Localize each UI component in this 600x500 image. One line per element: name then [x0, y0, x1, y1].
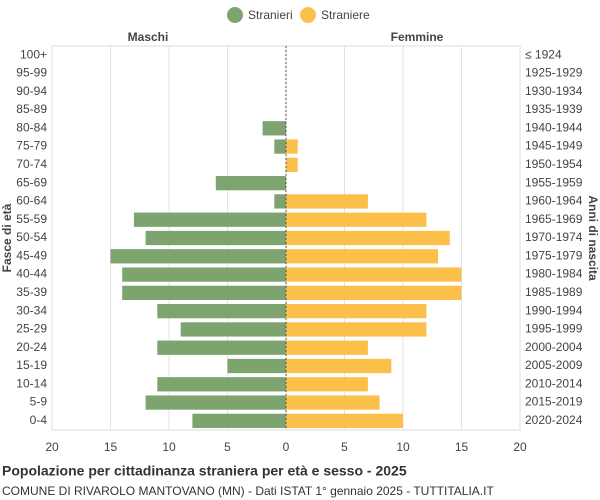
- y-tick-label: 70-74: [16, 157, 47, 171]
- x-tick-label: 20: [513, 440, 527, 454]
- y-tick-label: 85-89: [16, 102, 47, 116]
- y2-tick-label: 1975-1979: [525, 248, 583, 262]
- bar: [122, 285, 286, 300]
- y-tick-label: 50-54: [16, 230, 47, 244]
- y-tick-label: 30-34: [16, 303, 47, 317]
- y-axis-label: Fasce di età: [0, 203, 14, 272]
- y2-tick-label: 1925-1929: [525, 66, 583, 80]
- y-tick-label: 90-94: [16, 84, 47, 98]
- bar: [286, 413, 403, 428]
- y-tick-label: 35-39: [16, 285, 47, 299]
- y2-tick-label: 1955-1959: [525, 175, 583, 189]
- y-tick-label: 10-14: [16, 376, 47, 390]
- bar: [274, 194, 286, 209]
- bar: [286, 157, 298, 172]
- y-tick-label: 45-49: [16, 248, 47, 262]
- bar: [286, 358, 392, 374]
- y-tick-label: 100+: [20, 47, 47, 61]
- y-tick-label: 25-29: [16, 322, 47, 336]
- x-tick-label: 15: [104, 440, 118, 454]
- y2-tick-label: ≤ 1924: [525, 47, 562, 61]
- y2-tick-label: 1985-1989: [525, 285, 583, 299]
- y-tick-label: 95-99: [16, 66, 47, 80]
- y-tick-label: 20-24: [16, 340, 47, 354]
- bar: [262, 121, 286, 136]
- y2-tick-label: 2000-2004: [525, 340, 583, 354]
- x-tick-label: 15: [455, 440, 469, 454]
- bar: [286, 340, 368, 355]
- bar: [227, 358, 286, 374]
- bar: [157, 340, 286, 355]
- y2-tick-label: 1935-1939: [525, 102, 583, 116]
- bar: [286, 230, 450, 246]
- y-tick-label: 15-19: [16, 358, 47, 372]
- y-tick-label: 65-69: [16, 175, 47, 189]
- y-tick-label: 5-9: [30, 395, 48, 409]
- x-tick-label: 10: [162, 440, 176, 454]
- bar: [157, 377, 286, 392]
- bar: [286, 304, 427, 319]
- bar: [133, 212, 286, 227]
- bar: [286, 395, 380, 410]
- y2-tick-label: 1995-1999: [525, 322, 583, 336]
- y2-tick-label: 1980-1984: [525, 267, 583, 281]
- chart-title: Popolazione per cittadinanza straniera p…: [2, 463, 407, 479]
- chart-subtitle: COMUNE DI RIVAROLO MANTOVANO (MN) - Dati…: [2, 484, 494, 498]
- legend-marker: [227, 7, 243, 23]
- bar: [286, 267, 462, 282]
- legend-label: Straniere: [321, 8, 370, 22]
- x-tick-label: 5: [224, 440, 231, 454]
- y-tick-label: 80-84: [16, 120, 47, 134]
- x-tick-label: 0: [283, 440, 290, 454]
- y2-axis-label: Anni di nascita: [586, 195, 600, 281]
- y2-tick-label: 1930-1934: [525, 84, 583, 98]
- bar: [286, 139, 298, 154]
- bar: [286, 322, 427, 337]
- y2-tick-label: 2015-2019: [525, 395, 583, 409]
- bar: [110, 249, 286, 264]
- y2-tick-label: 1965-1969: [525, 212, 583, 226]
- x-tick-label: 10: [396, 440, 410, 454]
- y2-tick-label: 2005-2009: [525, 358, 583, 372]
- x-tick-label: 5: [341, 440, 348, 454]
- y2-tick-label: 1970-1974: [525, 230, 583, 244]
- y2-tick-label: 2010-2014: [525, 376, 583, 390]
- y2-tick-label: 1960-1964: [525, 194, 583, 208]
- y2-tick-label: 2020-2024: [525, 413, 583, 427]
- bar: [274, 139, 286, 154]
- bar: [286, 212, 427, 227]
- y-tick-label: 0-4: [30, 413, 48, 427]
- x-tick-label: 20: [45, 440, 59, 454]
- bar: [157, 304, 286, 319]
- right-side-label: Femmine: [391, 30, 444, 44]
- legend-label: Stranieri: [248, 8, 293, 22]
- y2-tick-label: 1945-1949: [525, 139, 583, 153]
- left-side-label: Maschi: [128, 30, 169, 44]
- legend-marker: [300, 7, 316, 23]
- bar: [145, 395, 286, 410]
- bar: [286, 377, 368, 392]
- y2-tick-label: 1990-1994: [525, 303, 583, 317]
- y2-tick-label: 1950-1954: [525, 157, 583, 171]
- bar: [192, 413, 286, 428]
- bar: [180, 322, 286, 337]
- bar: [215, 176, 286, 191]
- y2-tick-label: 1940-1944: [525, 120, 583, 134]
- y-tick-label: 60-64: [16, 194, 47, 208]
- bar: [286, 285, 462, 300]
- bar: [145, 230, 286, 246]
- bar: [122, 267, 286, 282]
- y-tick-label: 55-59: [16, 212, 47, 226]
- y-tick-label: 40-44: [16, 267, 47, 281]
- bar: [286, 194, 368, 209]
- y-tick-label: 75-79: [16, 139, 47, 153]
- bar: [286, 249, 439, 264]
